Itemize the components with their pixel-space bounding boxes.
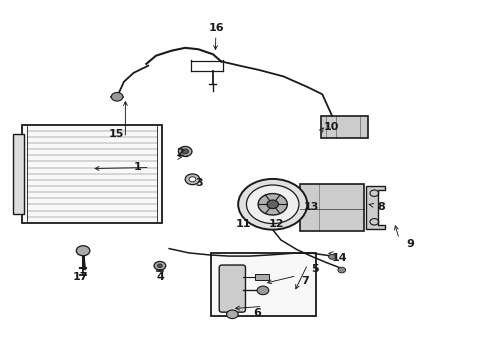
Text: 10: 10 <box>323 122 338 132</box>
Text: 14: 14 <box>331 253 346 263</box>
Text: 1: 1 <box>133 162 141 172</box>
Text: 16: 16 <box>208 23 224 33</box>
FancyBboxPatch shape <box>219 265 245 312</box>
Bar <box>321 116 367 138</box>
Bar <box>22 125 162 223</box>
Text: 6: 6 <box>253 308 261 318</box>
Polygon shape <box>365 186 384 229</box>
Bar <box>255 274 268 280</box>
Text: 15: 15 <box>109 129 124 139</box>
Text: 8: 8 <box>377 202 385 212</box>
Text: 4: 4 <box>157 272 164 282</box>
Circle shape <box>246 185 298 224</box>
Circle shape <box>111 93 122 101</box>
Text: 17: 17 <box>72 272 88 282</box>
Text: 9: 9 <box>405 239 413 249</box>
Circle shape <box>76 246 90 256</box>
Circle shape <box>257 286 268 295</box>
Circle shape <box>178 147 192 157</box>
Circle shape <box>238 179 306 230</box>
Text: 12: 12 <box>268 219 283 229</box>
Circle shape <box>185 174 200 185</box>
Circle shape <box>266 200 278 208</box>
Text: 5: 5 <box>310 264 318 274</box>
Circle shape <box>226 310 238 319</box>
Circle shape <box>182 149 188 154</box>
Circle shape <box>189 177 196 182</box>
Text: 11: 11 <box>235 219 250 229</box>
Text: 13: 13 <box>303 202 319 212</box>
Bar <box>299 184 364 231</box>
Circle shape <box>157 264 162 267</box>
Circle shape <box>328 254 335 259</box>
Circle shape <box>154 261 165 270</box>
Bar <box>13 134 24 214</box>
Text: 2: 2 <box>176 148 184 158</box>
Text: 3: 3 <box>195 178 203 188</box>
Circle shape <box>258 194 287 215</box>
Circle shape <box>337 267 345 273</box>
Text: 7: 7 <box>301 276 308 286</box>
Bar <box>211 253 315 316</box>
